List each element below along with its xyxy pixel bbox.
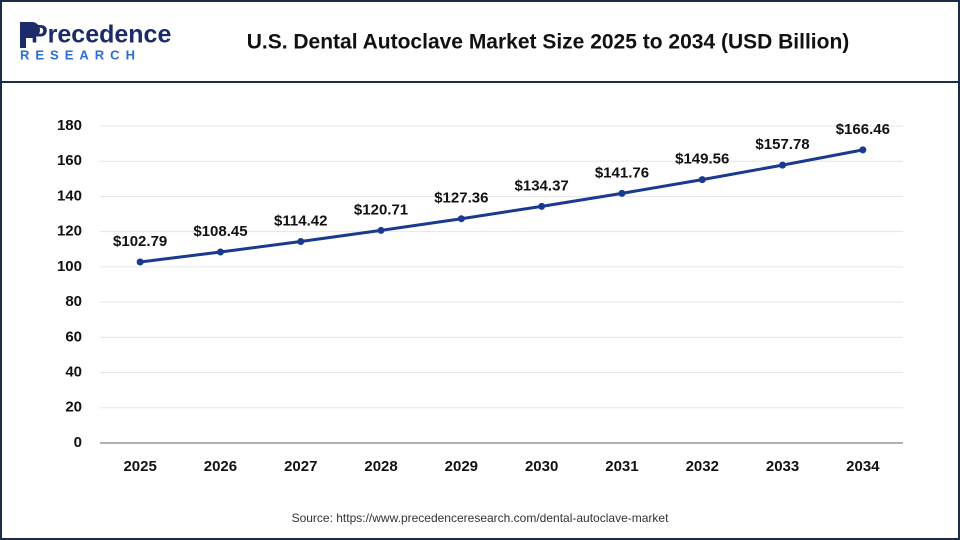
data-label: $120.71 bbox=[354, 201, 408, 218]
x-tick-label: 2027 bbox=[284, 458, 317, 475]
logo-mark bbox=[20, 22, 40, 48]
point bbox=[698, 176, 706, 184]
logo-name: Precedence bbox=[31, 21, 171, 49]
point bbox=[377, 226, 385, 234]
y-tick-label: 160 bbox=[57, 152, 82, 169]
x-tick-label: 2031 bbox=[605, 458, 638, 475]
point bbox=[538, 202, 546, 210]
point bbox=[859, 146, 867, 154]
y-tick-label: 80 bbox=[65, 293, 82, 310]
data-label: $102.79 bbox=[113, 233, 167, 250]
data-label: $114.42 bbox=[274, 212, 327, 229]
point bbox=[216, 248, 224, 256]
point bbox=[457, 215, 465, 223]
y-tick-label: 100 bbox=[57, 258, 82, 275]
x-tick-label: 2030 bbox=[525, 458, 558, 475]
y-tick-label: 40 bbox=[65, 364, 82, 381]
data-label: $166.46 bbox=[836, 121, 890, 138]
y-tick-label: 180 bbox=[57, 117, 82, 134]
data-label: $149.56 bbox=[675, 151, 729, 168]
y-tick-label: 20 bbox=[65, 399, 82, 416]
point bbox=[297, 237, 305, 245]
y-tick-label: 140 bbox=[57, 187, 82, 204]
y-tick-label: 0 bbox=[74, 434, 82, 451]
y-tick-label: 60 bbox=[65, 328, 82, 345]
x-tick-label: 2025 bbox=[123, 458, 156, 475]
y-tick-label: 120 bbox=[57, 223, 82, 240]
point bbox=[779, 161, 787, 169]
data-label: $157.78 bbox=[755, 136, 809, 153]
logo-tagline: RESEARCH bbox=[20, 47, 141, 62]
x-tick-label: 2032 bbox=[686, 458, 719, 475]
x-tick-label: 2033 bbox=[766, 458, 799, 475]
data-label: $127.36 bbox=[434, 190, 488, 207]
source: Source: https://www.precedenceresearch.c… bbox=[292, 511, 670, 525]
x-tick-label: 2026 bbox=[204, 458, 237, 475]
point bbox=[136, 258, 144, 266]
chart-title: U.S. Dental Autoclave Market Size 2025 t… bbox=[247, 31, 850, 54]
point bbox=[618, 189, 626, 197]
data-label: $108.45 bbox=[193, 223, 247, 240]
x-tick-label: 2034 bbox=[846, 458, 880, 475]
x-tick-label: 2029 bbox=[445, 458, 478, 475]
data-label: $134.37 bbox=[515, 177, 569, 194]
x-tick-label: 2028 bbox=[364, 458, 397, 475]
data-label: $141.76 bbox=[595, 164, 649, 181]
line bbox=[139, 148, 864, 264]
